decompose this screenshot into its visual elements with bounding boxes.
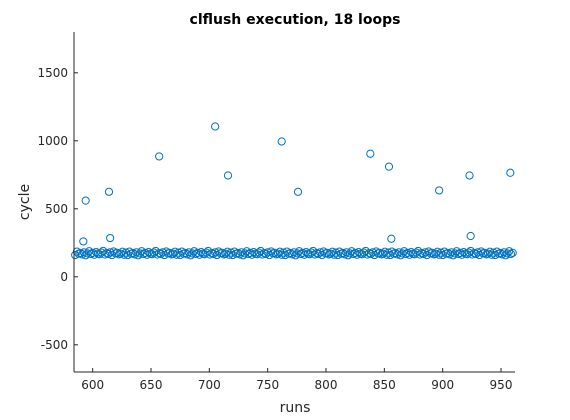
- data-point-outlier: [106, 233, 115, 243]
- chart-title: clflush execution, 18 loops: [190, 12, 401, 28]
- x-axis-ticks: 600 650 700 750 800 850 900 950: [81, 368, 512, 392]
- y-axis-ticks: -500 0 500 1000 1500: [37, 66, 78, 352]
- x-tick-label: 950: [490, 378, 513, 392]
- data-point: [235, 250, 244, 259]
- data-point-outlier: [81, 196, 90, 205]
- x-tick-label: 650: [140, 378, 163, 392]
- data-point-outlier: [104, 187, 114, 196]
- y-tick-label: 1500: [37, 66, 68, 80]
- data-point: [288, 250, 297, 259]
- data-point: [183, 250, 192, 259]
- data-point-outlier: [506, 168, 515, 177]
- x-tick-label: 900: [431, 378, 454, 392]
- data-point: [503, 249, 512, 258]
- data-points: [71, 122, 517, 260]
- data-point-outlier: [79, 237, 88, 246]
- data-point: [393, 250, 402, 259]
- data-point: [340, 250, 349, 259]
- data-point-outlier: [277, 137, 286, 146]
- data-point-outlier: [155, 152, 164, 161]
- data-point: [508, 248, 517, 257]
- data-point: [130, 250, 139, 259]
- x-tick-label: 800: [315, 378, 338, 392]
- y-tick-label: 0: [60, 270, 68, 284]
- x-tick-label: 850: [373, 378, 396, 392]
- data-point: [498, 250, 507, 259]
- x-tick-label: 700: [198, 378, 221, 392]
- data-point-outlier: [387, 234, 396, 243]
- data-point-outlier: [435, 186, 444, 195]
- x-tick-label: 600: [81, 378, 104, 392]
- y-tick-label: 500: [45, 202, 68, 216]
- y-axis-label: cycle: [17, 184, 33, 220]
- data-point-outlier: [366, 149, 375, 158]
- data-point-outlier: [465, 171, 474, 180]
- data-point-outlier: [211, 122, 220, 131]
- data-point: [78, 250, 87, 259]
- x-tick-label: 750: [256, 378, 279, 392]
- data-point: [506, 249, 516, 259]
- data-point-outlier: [466, 231, 475, 241]
- data-point: [445, 250, 454, 259]
- data-point-outlier: [293, 187, 303, 196]
- y-tick-label: -500: [41, 338, 68, 352]
- data-point-outlier: [223, 171, 233, 180]
- data-point-outlier: [384, 162, 394, 171]
- y-tick-label: 1000: [37, 134, 68, 148]
- x-axis-label: runs: [280, 400, 311, 416]
